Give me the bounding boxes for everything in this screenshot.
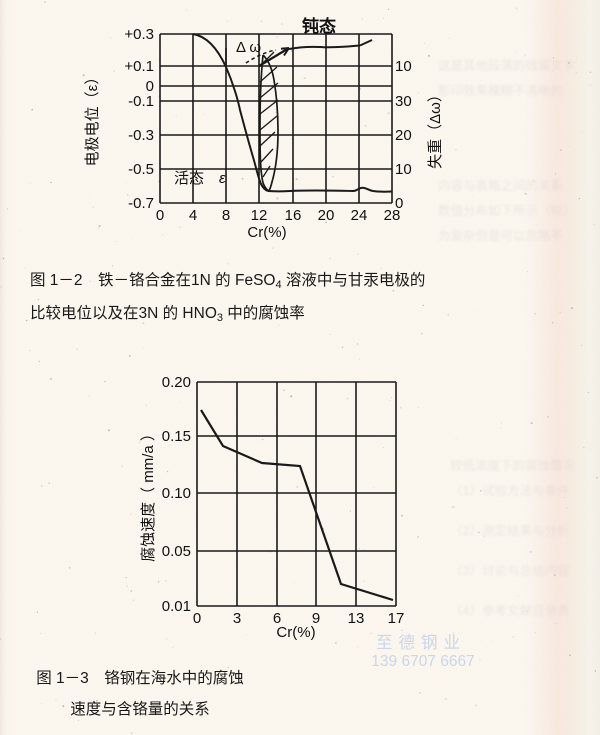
svg-text:Cr(%): Cr(%) bbox=[247, 224, 286, 241]
svg-text:12: 12 bbox=[251, 207, 268, 224]
svg-text:-0.3: -0.3 bbox=[128, 127, 154, 144]
svg-text:24: 24 bbox=[351, 207, 368, 224]
svg-text:17: 17 bbox=[388, 610, 405, 627]
svg-text:0.01: 0.01 bbox=[162, 598, 191, 615]
svg-text:16: 16 bbox=[285, 207, 302, 224]
svg-text:10: 10 bbox=[395, 161, 412, 178]
svg-text:失重（Δω）: 失重（Δω） bbox=[427, 87, 444, 169]
svg-text:0: 0 bbox=[156, 207, 164, 224]
svg-text:图 1－3 铬钢在海水中的腐蚀: 图 1－3 铬钢在海水中的腐蚀 bbox=[36, 669, 244, 687]
svg-text:活态: 活态 bbox=[174, 170, 204, 187]
svg-text:-0.1: -0.1 bbox=[128, 93, 154, 110]
svg-text:Δ ω: Δ ω bbox=[236, 39, 261, 56]
svg-text:-0.7: -0.7 bbox=[128, 195, 154, 212]
svg-text:-0.5: -0.5 bbox=[128, 161, 154, 178]
svg-text:Cr(%): Cr(%) bbox=[276, 624, 315, 641]
svg-text:腐蚀速度（ mm/a ）: 腐蚀速度（ mm/a ） bbox=[139, 426, 157, 562]
svg-text:0.20: 0.20 bbox=[162, 374, 191, 391]
svg-text:30: 30 bbox=[395, 93, 412, 110]
svg-text:0: 0 bbox=[193, 610, 201, 627]
svg-text:0.10: 0.10 bbox=[162, 485, 191, 502]
svg-text:20: 20 bbox=[318, 207, 335, 224]
svg-text:电极电位（ε）: 电极电位（ε） bbox=[84, 70, 101, 167]
svg-text:比较电位以及在3N 的 HNO3 中的腐蚀率: 比较电位以及在3N 的 HNO3 中的腐蚀率 bbox=[30, 304, 305, 324]
svg-text:+0.1: +0.1 bbox=[124, 58, 154, 75]
svg-text:3: 3 bbox=[233, 610, 241, 627]
svg-text:0.05: 0.05 bbox=[162, 543, 191, 560]
svg-text:0.15: 0.15 bbox=[162, 428, 191, 445]
svg-text:13: 13 bbox=[348, 610, 365, 627]
svg-text:至德钢业: 至德钢业 bbox=[376, 633, 466, 652]
svg-text:28: 28 bbox=[384, 207, 401, 224]
svg-text:图 1－2 铁－铬合金在1N 的 FeSO4 溶液中与甘汞电: 图 1－2 铁－铬合金在1N 的 FeSO4 溶液中与甘汞电极的 bbox=[30, 271, 425, 291]
svg-text:速度与含铬量的关系: 速度与含铬量的关系 bbox=[70, 700, 210, 718]
svg-text:+0.3: +0.3 bbox=[124, 26, 154, 43]
svg-text:139 6707 6667: 139 6707 6667 bbox=[371, 653, 474, 670]
svg-text:钝态: 钝态 bbox=[302, 16, 336, 36]
svg-text:20: 20 bbox=[395, 127, 412, 144]
svg-text:8: 8 bbox=[222, 207, 230, 224]
svg-text:4: 4 bbox=[189, 207, 197, 224]
svg-text:10: 10 bbox=[395, 58, 412, 75]
svg-text:ε: ε bbox=[219, 170, 226, 187]
